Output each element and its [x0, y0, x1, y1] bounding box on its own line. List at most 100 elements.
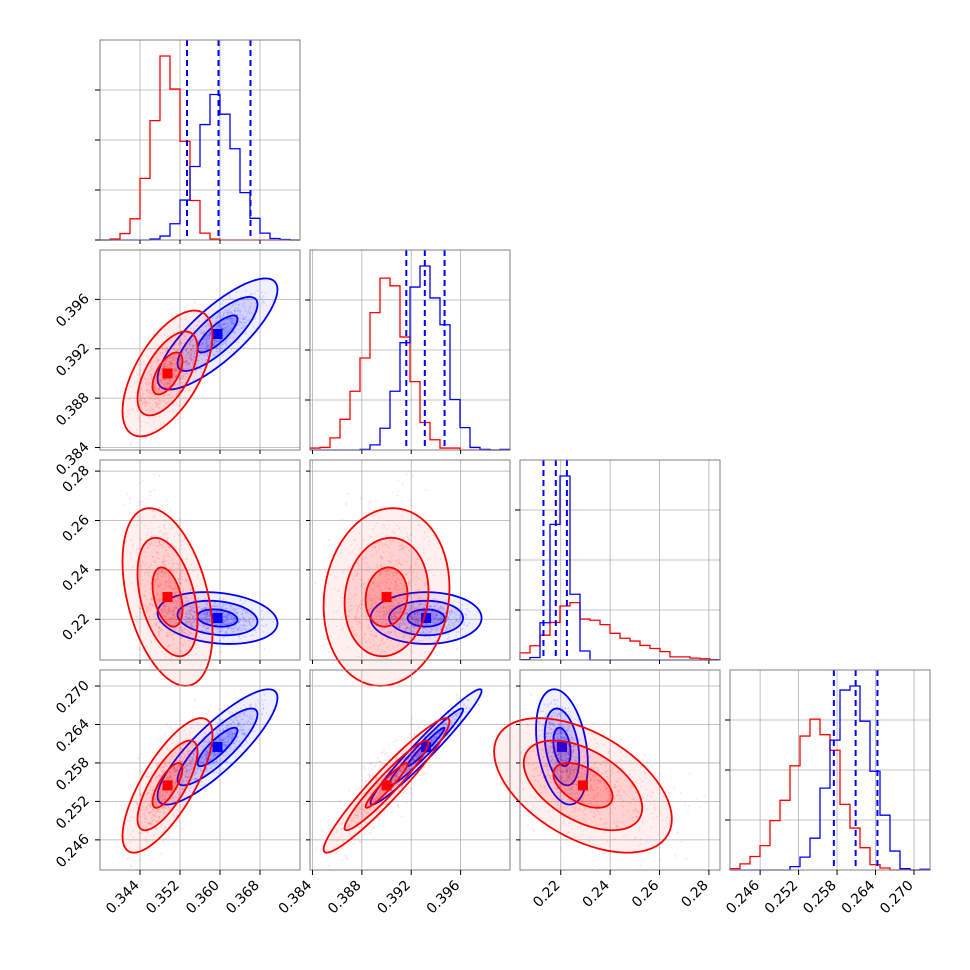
scatter-point: [185, 350, 188, 353]
scatter-point: [218, 348, 221, 351]
scatter-point: [204, 347, 207, 350]
scatter-point: [188, 366, 191, 369]
scatter-point: [456, 648, 459, 650]
scatter-point: [244, 310, 247, 312]
scatter-point: [183, 348, 186, 351]
scatter-point: [226, 322, 229, 325]
scatter-point: [227, 309, 230, 311]
scatter-point: [220, 346, 223, 348]
scatter-point: [221, 302, 223, 305]
scatter-point: [315, 617, 318, 620]
y-tick-label: 0.24: [59, 561, 92, 594]
scatter-point: [205, 342, 208, 345]
scatter-point: [228, 320, 230, 323]
scatter-point: [246, 297, 249, 300]
scatter-point: [248, 318, 251, 321]
scatter-point: [208, 334, 211, 337]
scatter-point: [250, 293, 253, 295]
scatter-point: [227, 325, 230, 328]
scatter-point: [397, 490, 399, 492]
scatter-point: [239, 321, 242, 324]
scatter-point: [250, 302, 253, 305]
scatter-point: [314, 582, 317, 585]
scatter-point: [129, 442, 132, 445]
scatter-point: [233, 330, 236, 333]
scatter-point: [191, 361, 194, 364]
scatter-point: [230, 305, 232, 308]
scatter-point: [206, 353, 209, 356]
scatter-point: [225, 340, 227, 343]
scatter-point: [243, 321, 246, 324]
scatter-point: [182, 367, 184, 370]
scatter-point: [198, 347, 201, 350]
scatter-point: [207, 337, 210, 340]
scatter-point: [341, 518, 344, 521]
histogram-panel-2: [515, 459, 721, 664]
histogram-panel-1: [305, 249, 511, 454]
scatter-point: [242, 324, 245, 327]
scatter-point: [207, 345, 210, 347]
scatter-point: [175, 366, 177, 368]
scatter-point: [249, 292, 252, 295]
scatter-point: [216, 347, 219, 349]
scatter-point: [251, 313, 254, 316]
scatter-point: [209, 331, 212, 334]
scatter-point: [201, 358, 204, 361]
scatter-point: [216, 316, 219, 319]
scatter-point: [203, 337, 206, 340]
scatter-point: [216, 314, 219, 317]
scatter-point: [139, 482, 142, 485]
scatter-point: [207, 324, 210, 327]
scatter-point: [208, 346, 210, 349]
scatter-point: [208, 337, 211, 339]
scatter-point: [175, 368, 178, 371]
scatter-point: [223, 313, 225, 315]
scatter-point: [208, 333, 211, 336]
scatter-point: [217, 325, 220, 328]
scatter-point: [223, 323, 226, 326]
scatter-point: [240, 322, 243, 324]
scatter-point: [241, 314, 244, 316]
scatter-point: [184, 359, 187, 362]
scatter-point: [245, 330, 247, 333]
scatter-point: [206, 346, 208, 349]
scatter-point: [368, 501, 371, 504]
scatter-point: [208, 331, 211, 334]
scatter-point: [225, 330, 228, 333]
scatter-point: [228, 310, 231, 313]
scatter-point: [236, 310, 239, 312]
scatter-point: [206, 355, 209, 357]
scatter-point: [220, 316, 222, 319]
scatter-point: [218, 340, 221, 343]
scatter-point: [409, 498, 412, 501]
scatter-point: [192, 347, 195, 349]
scatter-point: [173, 365, 175, 367]
scatter-point: [165, 359, 168, 362]
scatter-point: [262, 300, 265, 303]
scatter-point: [424, 489, 427, 491]
scatter-point: [477, 602, 479, 605]
scatter-point: [228, 329, 230, 331]
scatter-point: [180, 341, 183, 344]
scatter-point: [200, 371, 202, 373]
scatter-point: [175, 357, 178, 360]
scatter-point: [199, 367, 202, 370]
scatter-point: [232, 322, 235, 325]
scatter-point: [195, 370, 198, 372]
scatter-point: [212, 339, 215, 342]
scatter-point: [195, 325, 198, 328]
scatter-point: [223, 327, 226, 330]
scatter-point: [234, 310, 237, 312]
scatter-point: [169, 509, 172, 512]
scatter-point: [128, 497, 131, 500]
scatter-point: [209, 334, 212, 336]
scatter-point: [224, 342, 227, 345]
scatter-point: [241, 318, 243, 321]
scatter-point: [233, 322, 236, 325]
scatter-point: [224, 323, 226, 326]
scatter-point: [249, 307, 252, 310]
scatter-point: [238, 328, 240, 331]
scatter-point: [242, 317, 245, 319]
scatter-point: [250, 311, 253, 314]
scatter-point: [245, 289, 247, 292]
